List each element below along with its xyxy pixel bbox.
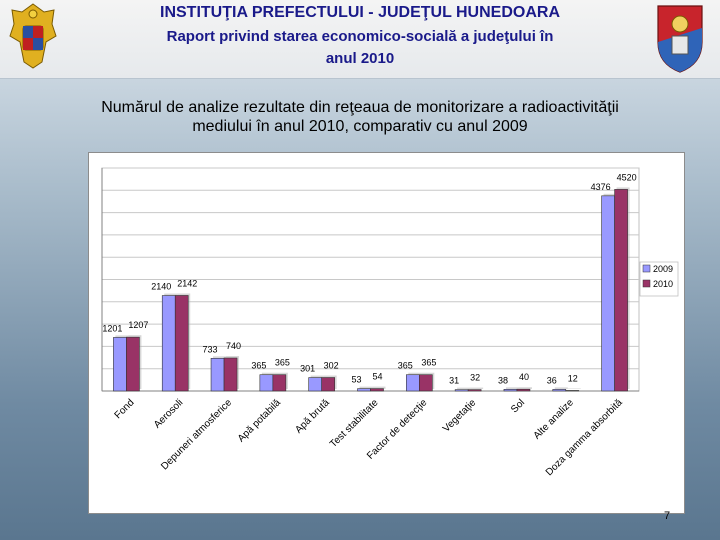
report-subtitle-line2: anul 2010 — [325, 50, 395, 67]
legend-swatch-2010 — [642, 279, 651, 288]
bar-2009-3 — [259, 374, 274, 392]
bar-2009-5 — [357, 388, 371, 392]
report-subtitle: Raport privind starea economico-socială … — [80, 26, 640, 70]
bar-2010-5 — [370, 388, 384, 392]
data-label: 365 — [275, 358, 290, 368]
x-tick-label: Vegetaţie — [441, 397, 479, 435]
bar-2010-10 — [614, 189, 628, 392]
data-label: 53 — [351, 375, 361, 385]
bar-2009-4 — [308, 377, 322, 392]
legend-swatch-2009 — [642, 264, 651, 273]
bar-2009-0 — [113, 337, 127, 392]
x-tick-label: Sol — [509, 397, 527, 415]
bar-shadow — [518, 387, 532, 389]
bar-2009-2 — [210, 358, 225, 392]
data-label: 365 — [398, 361, 413, 371]
data-label: 4520 — [617, 172, 637, 182]
bar-shadow — [372, 386, 386, 389]
data-label: 301 — [300, 364, 315, 374]
data-label: 40 — [519, 372, 529, 382]
data-label: 36 — [547, 375, 557, 385]
data-label: 32 — [470, 373, 480, 383]
bar-2009-8 — [503, 389, 518, 392]
x-tick-label: Alte analize — [532, 397, 577, 442]
bar-2010-3 — [272, 374, 287, 392]
data-label: 2142 — [177, 278, 197, 288]
report-subtitle-line1: Raport privind starea economico-socială … — [166, 28, 554, 45]
page-title: INSTITUŢIA PREFECTULUI - JUDEŢUL HUNEDOA… — [160, 4, 560, 21]
bar-2010-0 — [126, 336, 140, 392]
bar-2009-1 — [161, 295, 176, 392]
data-label: 38 — [498, 375, 508, 385]
bar-2010-8 — [516, 388, 531, 392]
page-number: 7 — [664, 510, 671, 522]
bar-2010-2 — [223, 357, 238, 392]
data-label: 365 — [251, 361, 266, 371]
bar-chart: 0500100015002000250030003500400045005000… — [101, 167, 679, 478]
bar-2010-9 — [565, 390, 580, 392]
bar-shadow — [505, 387, 519, 389]
bar-shadow — [457, 387, 471, 389]
bar-2009-10 — [601, 195, 615, 392]
coat-of-arms-romania-icon — [9, 3, 57, 69]
bar-2009-9 — [552, 389, 567, 392]
bar-2010-4 — [321, 377, 335, 392]
data-label: 54 — [373, 372, 383, 382]
data-label: 740 — [226, 341, 241, 351]
legend-label: 2009 — [653, 264, 673, 274]
header: INSTITUŢIA PREFECTULUI - JUDEŢUL HUNEDOA… — [0, 0, 720, 79]
slide-heading: Numărul de analize rezultate din reţeaua… — [30, 98, 690, 136]
x-tick-label: Fond — [113, 397, 137, 421]
data-label: 31 — [449, 376, 459, 386]
data-label: 1201 — [102, 323, 122, 333]
x-tick-label: Aerosoli — [152, 397, 185, 430]
bar-shadow — [554, 387, 568, 389]
bar-shadow — [567, 388, 581, 389]
data-label: 12 — [568, 373, 578, 383]
chart-panel: 0500100015002000250030003500400045005000… — [88, 152, 685, 514]
coat-of-arms-hunedoara-icon — [657, 5, 703, 73]
slide-heading-line2: mediului în anul 2010, comparativ cu anu… — [192, 118, 528, 135]
data-label: 1207 — [128, 320, 148, 330]
data-label: 4376 — [591, 182, 611, 192]
data-label: 2140 — [151, 282, 171, 292]
slide-heading-line1: Numărul de analize rezultate din reţeaua… — [101, 99, 619, 116]
bar-2009-6 — [406, 374, 420, 392]
bar-2010-6 — [419, 374, 433, 392]
bar-shadow — [470, 387, 484, 389]
bar-2010-7 — [467, 389, 482, 392]
bar-2010-1 — [174, 295, 189, 392]
x-tick-label: Apă potabilă — [236, 397, 283, 444]
bar-2009-7 — [454, 389, 469, 392]
data-label: 302 — [324, 361, 339, 371]
x-tick-label: Apă brută — [293, 397, 332, 436]
legend-label: 2010 — [653, 279, 673, 289]
bar-shadow — [359, 386, 373, 389]
x-tick-label: Test stabilitate — [328, 397, 381, 450]
data-label: 365 — [421, 358, 436, 368]
data-label: 733 — [203, 344, 218, 354]
